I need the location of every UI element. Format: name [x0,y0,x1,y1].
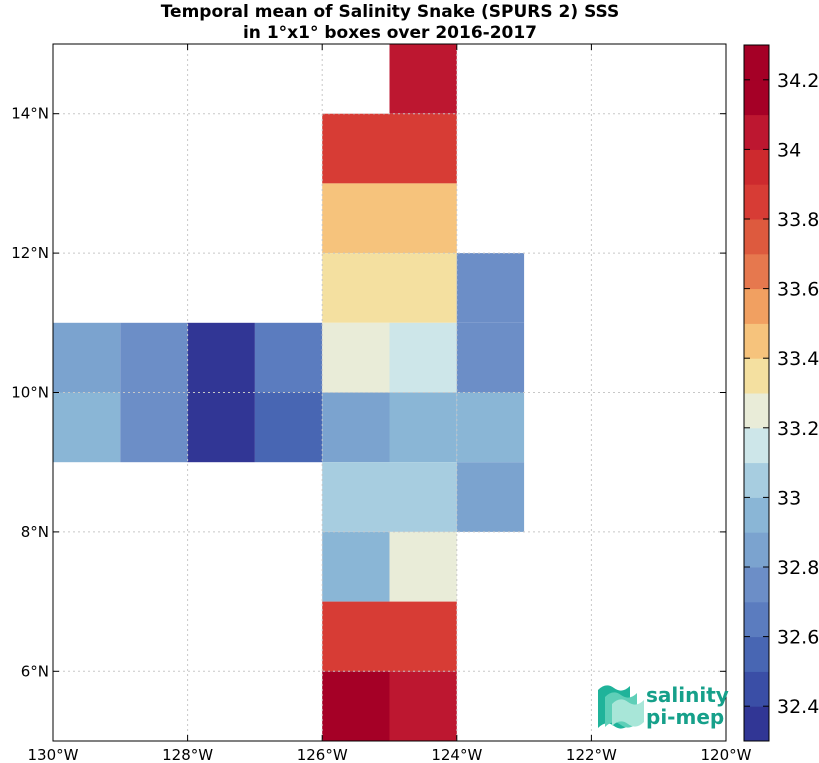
x-tick-label: 130°W [28,746,79,763]
salinity-box [389,44,457,114]
salinity-box [389,531,457,602]
salinity-box [322,671,390,741]
colorbar-swatch [744,79,769,116]
map-plot: 130°W 128°W 126°W 124°W 122°W 120°W 6°N 8°N 10°… [11,43,752,763]
salinity-box [456,322,525,393]
salinity-box [389,392,457,463]
colorbar-tick-label: 32.6 [777,627,819,649]
salinity-box [254,322,323,393]
colorbar-swatch [744,427,769,464]
salinity-box [53,322,121,393]
colorbar-swatch [744,323,769,359]
colorbar: 32.4 32.6 32.8 33 33.2 33.4 33.6 33.8 34 34.2 [743,44,819,742]
salinity-box [389,253,457,323]
salinity-box [389,462,457,532]
colorbar-swatch [744,393,769,429]
colorbar-tick-label: 33.2 [777,418,819,440]
colorbar-swatch [744,671,769,707]
salinity-box [322,462,390,532]
salinity-box [187,392,255,463]
colorbar-tick-label: 34.2 [777,70,819,92]
colorbar-swatch [744,45,769,81]
salinity-box [456,253,525,323]
title-line-1: Temporal mean of Salinity Snake (SPURS 2… [161,2,620,22]
y-tick-label: 6°N [21,662,49,680]
salinity-boxes [53,44,525,741]
salinity-box [322,601,390,672]
colorbar-swatch [744,253,769,290]
x-tick-label: 128°W [162,746,213,763]
salinity-box [389,183,457,254]
salinity-box [120,392,188,463]
colorbar-tick-label: 33 [777,487,801,509]
salinity-box [322,253,390,323]
colorbar-tick-label: 32.8 [777,557,819,579]
colorbar-swatch [744,219,769,255]
salinity-box [456,462,525,532]
colorbar-swatch [744,497,769,533]
colorbar-swatch [744,358,769,394]
salinity-box [322,322,390,393]
salinity-box [389,113,457,184]
logo-waves-icon [598,685,644,729]
salinity-box [322,392,390,463]
y-tick-label: 12°N [11,244,49,262]
x-tick-label: 124°W [431,746,482,763]
x-tick-label: 120°W [701,746,752,763]
y-tick-label: 10°N [11,384,49,402]
logo-line-1: salinity [646,683,729,707]
colorbar-swatch [744,462,769,498]
colorbar-swatch [744,706,769,742]
y-tick-label: 8°N [21,523,49,541]
salinity-box [322,183,390,254]
y-tick-label: 14°N [11,105,49,123]
salinity-box [389,322,457,393]
x-axis: 130°W 128°W 126°W 124°W 122°W 120°W [28,44,752,763]
colorbar-swatch [744,288,769,324]
colorbar-swatch [744,149,769,185]
salinity-box [120,322,188,393]
title-line-2: in 1°x1° boxes over 2016-2017 [243,23,537,43]
colorbar-swatch [744,532,769,568]
colorbar-tick-label: 33.8 [777,209,819,231]
colorbar-tick-label: 33.6 [777,279,819,301]
salinity-box [53,392,121,463]
salinity-box [456,392,525,463]
colorbar-swatch [744,601,769,638]
colorbar-swatches [744,45,769,742]
colorbar-swatch [744,114,769,150]
salinity-box [322,531,390,602]
x-tick-label: 126°W [297,746,348,763]
y-axis: 6°N 8°N 10°N 12°N 14°N [11,105,726,680]
salinity-box [254,392,323,463]
colorbar-ticks: 32.4 32.6 32.8 33 33.2 33.4 33.6 33.8 34 34.2 [744,70,819,718]
salinity-box [389,601,457,672]
logo-line-2: pi-mep [646,705,724,729]
salinity-box [389,671,457,741]
colorbar-tick-label: 34 [777,139,801,161]
salinity-pi-mep-logo: salinity pi-mep [598,683,729,729]
colorbar-tick-label: 33.4 [777,348,819,370]
salinity-box [187,322,255,393]
colorbar-swatch [744,636,769,672]
salinity-box [322,113,390,184]
colorbar-swatch [744,567,769,603]
x-tick-label: 122°W [566,746,617,763]
colorbar-swatch [744,184,769,220]
colorbar-frame [743,44,770,742]
colorbar-tick-label: 32.4 [777,696,819,718]
